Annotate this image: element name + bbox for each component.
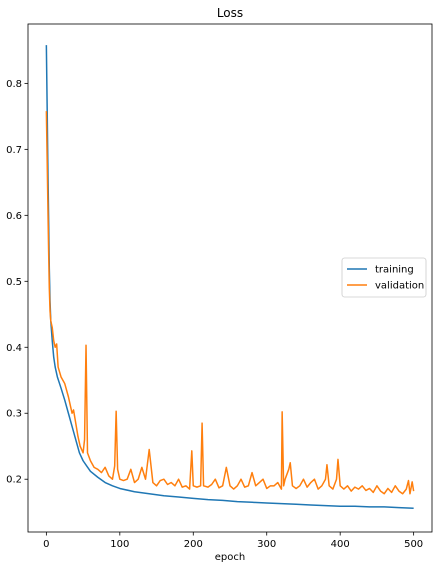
legend-box <box>341 257 427 298</box>
y-tick-label: 0.5 <box>6 277 22 288</box>
chart-title: Loss <box>217 6 243 20</box>
series-line-validation <box>45 111 415 495</box>
x-tick-label: 400 <box>331 539 350 550</box>
y-tick-label: 0.2 <box>6 475 22 486</box>
y-tick-label: 0.3 <box>6 409 22 420</box>
plot-area <box>45 45 415 509</box>
x-tick-label: 100 <box>110 539 129 550</box>
x-axis-label: epoch <box>215 552 245 563</box>
y-tick-label: 0.4 <box>6 343 22 354</box>
legend: training validation <box>341 257 427 298</box>
x-tick-label: 0 <box>43 539 49 550</box>
y-tick-label: 0.7 <box>6 145 22 156</box>
legend-label-training: training <box>375 265 414 276</box>
y-tick-label: 0.8 <box>6 79 22 90</box>
x-tick-label: 200 <box>184 539 203 550</box>
x-tick-label: 500 <box>404 539 423 550</box>
axes-frame <box>27 23 433 533</box>
legend-label-validation: validation <box>375 281 424 292</box>
axes: 0 100 200 300 400 500 0.2 0.3 0.4 0.5 0.6 0.7 0.8 <box>6 23 433 550</box>
series-line-training <box>45 45 414 509</box>
x-tick-label: 300 <box>257 539 276 550</box>
y-tick-label: 0.6 <box>6 211 22 222</box>
